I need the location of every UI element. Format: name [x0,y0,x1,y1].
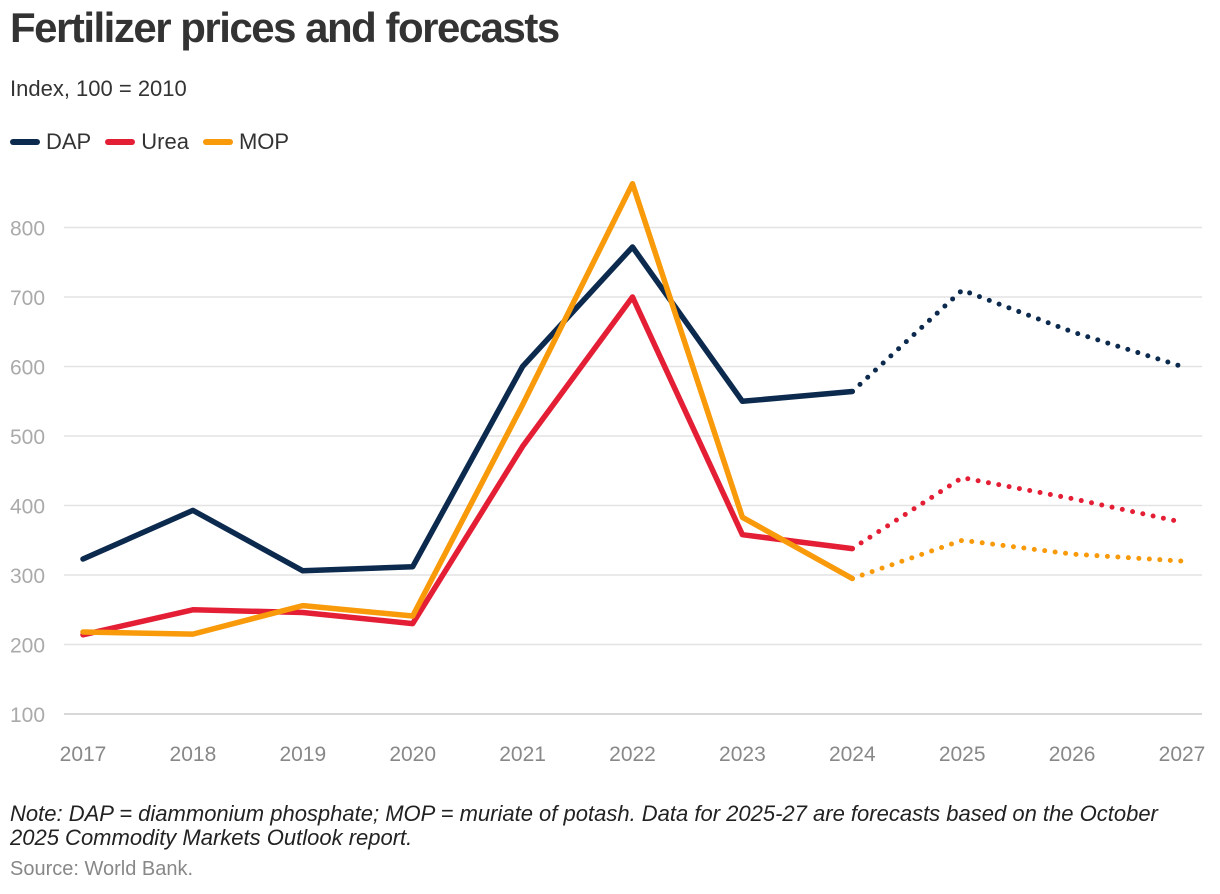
x-tick-label-2018: 2018 [170,743,217,766]
legend-label-mop: MOP [238,129,290,154]
legend-label-dap: DAP [46,129,92,154]
legend-label-urea: Urea [141,129,189,154]
legend-item-mop: MOP [202,129,290,155]
legend-item-dap: DAP [10,129,91,155]
y-tick-label-800: 800 [10,218,45,241]
series-line-dap-forecast [849,287,1185,394]
y-tick-label-700: 700 [10,287,45,310]
series-line-mop-actual [80,180,856,637]
y-tick-label-600: 600 [10,357,45,380]
series-line-urea-actual [80,294,856,638]
legend-swatch-dap [10,139,40,145]
chart-source: Source: World Bank. [10,858,194,880]
series-line-dap-actual [80,244,856,574]
x-tick-label-2021: 2021 [499,743,546,766]
chart-subtitle: Index, 100 = 2010 [10,76,187,101]
x-tick-label-2025: 2025 [939,743,986,766]
y-tick-label-500: 500 [10,426,45,449]
series-line-mop-forecast [849,537,1185,581]
legend-swatch-urea [105,139,136,145]
y-tick-label-200: 200 [10,635,45,658]
x-tick-label-2026: 2026 [1049,743,1096,766]
legend-item-urea: Urea [105,129,189,155]
x-tick-label-2019: 2019 [279,743,326,766]
legend-swatch-mop [202,139,233,145]
series-line-urea-forecast [849,475,1185,552]
y-tick-label-100: 100 [10,704,45,727]
x-tick-label-2024: 2024 [829,743,876,766]
x-tick-label-2022: 2022 [609,743,656,766]
line-chart: 100 200 300 400 500 600 700 800 2017 2018 2019 2020… [10,180,1206,766]
chart-title: Fertilizer prices and forecasts [10,4,560,51]
y-tick-label-300: 300 [10,565,45,588]
x-tick-label-2020: 2020 [389,743,436,766]
legend: DAP Urea MOP [10,129,303,155]
x-tick-label-2023: 2023 [719,743,766,766]
x-tick-label-2027: 2027 [1159,743,1206,766]
y-tick-label-400: 400 [10,496,45,519]
x-tick-label-2017: 2017 [60,743,107,766]
chart-note: Note: DAP = diammonium phosphate; MOP = … [10,801,1158,850]
